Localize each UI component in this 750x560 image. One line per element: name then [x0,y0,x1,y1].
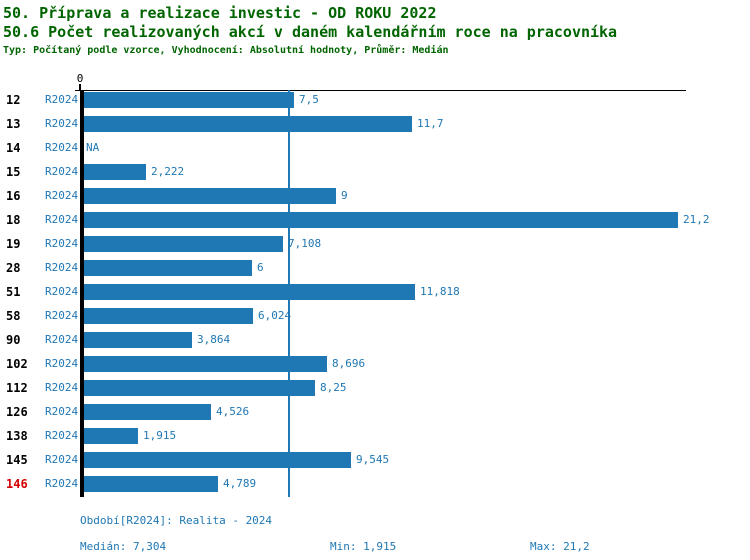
chart-row: 126 R2024 4,526 [0,404,750,421]
bar-value-label: 9 [341,189,348,202]
chart-row: 15 R2024 2,222 [0,164,750,181]
bar-value-label: 7,5 [299,93,319,106]
bar-value-label: 4,526 [216,405,250,418]
bar-value-label: 3,864 [197,333,231,346]
row-id-label: 13 [6,117,21,131]
chart-row: 58 R2024 6,024 [0,308,750,325]
bar[interactable] [84,212,678,228]
bar-value-label: 8,696 [332,357,366,370]
row-period-label: R2024 [45,429,79,442]
bar-value-label: NA [86,141,100,154]
row-period-label: R2024 [45,189,79,202]
row-period-label: R2024 [45,213,79,226]
bar[interactable] [84,308,253,324]
row-id-label: 145 [6,453,28,467]
row-id-label: 15 [6,165,21,179]
footer-min: Min: 1,915 [330,540,397,553]
bar[interactable] [84,404,211,420]
page-title: 50. Příprava a realizace investic - OD R… [3,4,437,22]
row-id-label: 18 [6,213,21,227]
bar[interactable] [84,188,336,204]
row-id-label: 90 [6,333,21,347]
row-period-label: R2024 [45,309,79,322]
row-id-label: 19 [6,237,21,251]
row-id-label: 51 [6,285,21,299]
row-period-label: R2024 [45,261,79,274]
bar[interactable] [84,236,283,252]
row-period-label: R2024 [45,381,79,394]
row-id-label: 126 [6,405,28,419]
row-period-label: R2024 [45,405,79,418]
bar-value-label: 1,915 [143,429,177,442]
bar[interactable] [84,428,138,444]
chart-row: 112 R2024 8,25 [0,380,750,397]
axis-zero-tick [79,84,81,90]
bar-value-label: 2,222 [151,165,185,178]
bar-value-label: 6 [257,261,264,274]
axis-zero-label: 0 [76,72,84,85]
row-period-label: R2024 [45,453,79,466]
bar-value-label: 8,25 [320,381,347,394]
row-period-label: R2024 [45,93,79,106]
row-id-label: 146 [6,477,28,491]
bar[interactable] [84,284,415,300]
row-period-label: R2024 [45,285,79,298]
bar[interactable] [84,476,218,492]
axis-top-line [75,90,686,91]
chart-row: 102 R2024 8,696 [0,356,750,373]
chart-row: 18 R2024 21,2 [0,212,750,229]
bar-value-label: 6,024 [258,309,292,322]
row-period-label: R2024 [45,165,79,178]
chart-row: 138 R2024 1,915 [0,428,750,445]
row-id-label: 58 [6,309,21,323]
chart-row: 90 R2024 3,864 [0,332,750,349]
bar[interactable] [84,164,146,180]
row-period-label: R2024 [45,141,79,154]
bar-value-label: 11,818 [420,285,460,298]
chart-meta-line: Typ: Počítaný podle vzorce, Vyhodnocení:… [3,45,449,56]
chart-row: 51 R2024 11,818 [0,284,750,301]
axis-y-line [80,90,84,497]
chart-row: 145 R2024 9,545 [0,452,750,469]
chart-row: 19 R2024 7,108 [0,236,750,253]
bar[interactable] [84,92,294,108]
bar-value-label: 4,789 [223,477,257,490]
row-id-label: 14 [6,141,21,155]
footer-max: Max: 21,2 [530,540,590,553]
bar[interactable] [84,356,327,372]
row-id-label: 12 [6,93,21,107]
row-period-label: R2024 [45,237,79,250]
row-id-label: 138 [6,429,28,443]
bar-value-label: 9,545 [356,453,390,466]
chart-row: 146 R2024 4,789 [0,476,750,493]
chart-row: 14 R2024 NA [0,140,750,157]
row-period-label: R2024 [45,117,79,130]
row-period-label: R2024 [45,477,79,490]
chart-row: 13 R2024 11,7 [0,116,750,133]
chart-row: 12 R2024 7,5 [0,92,750,109]
bar[interactable] [84,116,412,132]
bar-value-label: 21,2 [683,213,710,226]
row-id-label: 102 [6,357,28,371]
footer-median: Medián: 7,304 [80,540,167,553]
row-id-label: 16 [6,189,21,203]
bar[interactable] [84,380,315,396]
bar[interactable] [84,452,351,468]
chart-row: 16 R2024 9 [0,188,750,205]
bar[interactable] [84,332,192,348]
row-id-label: 112 [6,381,28,395]
bar-value-label: 11,7 [417,117,444,130]
bar-value-label: 7,108 [288,237,322,250]
bar[interactable] [84,260,252,276]
row-period-label: R2024 [45,333,79,346]
page-subtitle: 50.6 Počet realizovaných akcí v daném ka… [3,23,618,41]
footer-period: Období[R2024]: Realita - 2024 [80,514,273,527]
chart-row: 28 R2024 6 [0,260,750,277]
row-id-label: 28 [6,261,21,275]
row-period-label: R2024 [45,357,79,370]
